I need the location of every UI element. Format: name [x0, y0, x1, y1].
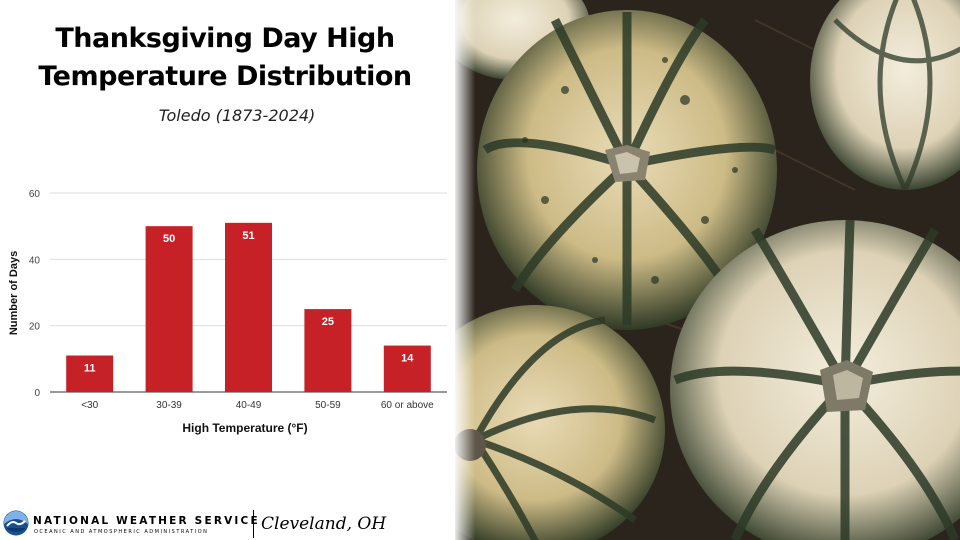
y-axis-title: Number of Days — [8, 251, 20, 335]
data-label-2: 51 — [242, 230, 254, 242]
title-line-1: Thanksgiving Day High — [55, 23, 395, 54]
bar-2 — [225, 222, 272, 392]
bar-layer — [66, 222, 431, 392]
noaa-logo-icon — [3, 510, 29, 536]
x-tick-label-4: 60 or above — [381, 400, 434, 411]
x-tick-label-0: <30 — [81, 400, 98, 411]
bar-3 — [304, 309, 352, 392]
org-name: NATIONAL WEATHER SERVICE — [33, 515, 260, 527]
bar-4 — [383, 345, 431, 392]
x-tick-label-2: 40-49 — [236, 400, 262, 411]
y-tick-label: 40 — [29, 255, 41, 266]
x-tick-label-1: 30-39 — [156, 400, 182, 411]
y-tick-label: 20 — [29, 322, 41, 333]
title-line-2: Temperature Distribution — [38, 61, 412, 92]
page-title: Thanksgiving Day High Temperature Distri… — [0, 20, 450, 96]
y-tick-label: 0 — [34, 388, 40, 399]
footer: NATIONAL WEATHER SERVICE OCEANIC AND ATM… — [0, 500, 455, 540]
data-label-0: 11 — [84, 363, 96, 375]
office-name: Cleveland, OH — [261, 514, 387, 534]
y-tick-label: 60 — [29, 189, 41, 200]
footer-divider — [253, 510, 254, 538]
info-panel: Thanksgiving Day High Temperature Distri… — [0, 0, 455, 540]
bar-chart: 0 20 40 60 11 <30 50 30-39 51 40-49 25 50-59 14 60 or… — [8, 189, 447, 435]
x-axis-title: High Temperature (°F) — [182, 421, 307, 435]
data-label-4: 14 — [401, 353, 414, 365]
label-layer: 0 20 40 60 11 <30 50 30-39 51 40-49 25 50-59 14 60 or… — [29, 189, 434, 411]
page-subtitle: Toledo (1873-2024) — [158, 106, 316, 125]
bar-0 — [66, 355, 114, 392]
pumpkins-photo — [455, 0, 960, 540]
data-label-1: 50 — [163, 233, 175, 245]
x-tick-label-3: 50-59 — [315, 400, 341, 411]
org-subtitle: OCEANIC AND ATMOSPHERIC ADMINISTRATION — [34, 529, 209, 535]
data-label-3: 25 — [322, 316, 334, 328]
bar-1 — [145, 226, 193, 392]
